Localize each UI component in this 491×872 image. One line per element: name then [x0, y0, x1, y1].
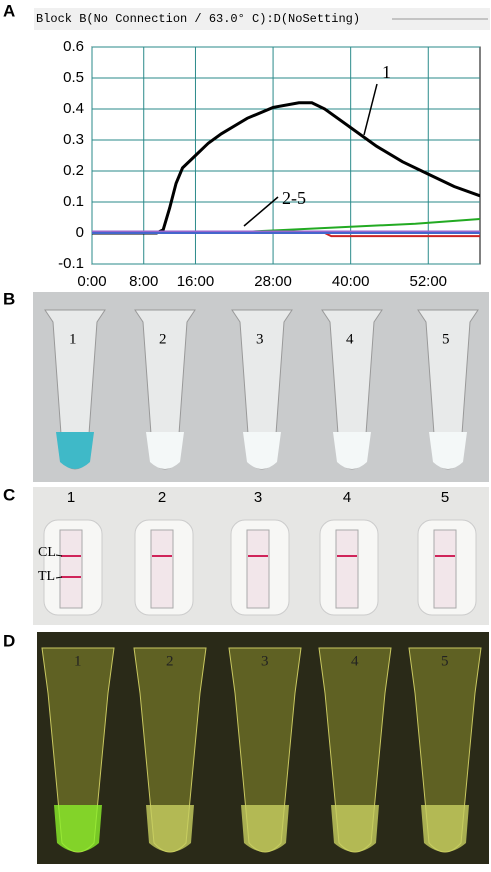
x-tick-label: 16:00 [177, 273, 215, 290]
x-tick-label: 52:00 [409, 273, 447, 290]
plot-area [91, 46, 481, 265]
y-tick-label: 0.2 [63, 162, 84, 179]
liquid [56, 432, 94, 469]
line-label: TL [38, 569, 55, 584]
strip-label: 4 [343, 489, 351, 506]
strip-window [150, 529, 174, 609]
liquid [146, 805, 194, 852]
x-tick-label: 28:00 [254, 273, 292, 290]
strip-window [59, 529, 83, 609]
panel-label: A [3, 1, 15, 20]
y-tick-label: 0.6 [63, 38, 84, 55]
tube-label: 5 [441, 653, 449, 669]
annotation: 2-5 [282, 188, 306, 208]
tube-label: 4 [346, 331, 354, 347]
panel-label: D [3, 631, 15, 650]
arrow [55, 554, 63, 557]
chart-title: Block B(No Connection / 63.0° C):D(NoSet… [36, 12, 360, 26]
strip-label: 2 [158, 489, 166, 506]
tube-label: 2 [159, 331, 167, 347]
y-tick-label: 0.4 [63, 100, 84, 117]
liquid [241, 805, 289, 852]
tube-label: 3 [261, 653, 269, 669]
strip-label: 1 [67, 489, 75, 506]
strip-label: 5 [441, 489, 449, 506]
line [92, 101, 481, 235]
x-tick-label: 0:00 [77, 273, 106, 290]
y-tick-label: 0.3 [63, 131, 84, 148]
strip-window [246, 529, 270, 609]
strip-window [335, 529, 359, 609]
liquid [429, 432, 467, 469]
liquid [331, 805, 379, 852]
liquid [54, 805, 102, 852]
strip-window [433, 529, 457, 609]
header-bar [34, 8, 490, 30]
liquid [421, 805, 469, 852]
liquid [146, 432, 184, 469]
strip-label: 3 [254, 489, 262, 506]
tube-label: 1 [69, 331, 77, 347]
liquid [333, 432, 371, 469]
x-tick-label: 8:00 [129, 273, 158, 290]
panel-label: C [3, 485, 15, 504]
annotation-arrow [243, 196, 279, 227]
panel-label: B [3, 289, 15, 308]
arrow [55, 576, 63, 579]
y-tick-label: 0.1 [63, 193, 84, 210]
tube-label: 5 [442, 331, 450, 347]
annotation-arrow [363, 83, 378, 136]
y-tick-label: -0.1 [58, 255, 84, 272]
line-label: CL [38, 545, 56, 560]
annotation: 1 [382, 62, 391, 82]
tube-label: 3 [256, 331, 264, 347]
x-tick-label: 40:00 [332, 273, 370, 290]
y-tick-label: 0.5 [63, 69, 84, 86]
liquid [243, 432, 281, 469]
y-tick-label: 0 [76, 224, 84, 241]
tube-label: 2 [166, 653, 174, 669]
tube-label: 4 [351, 653, 359, 669]
tube-label: 1 [74, 653, 82, 669]
